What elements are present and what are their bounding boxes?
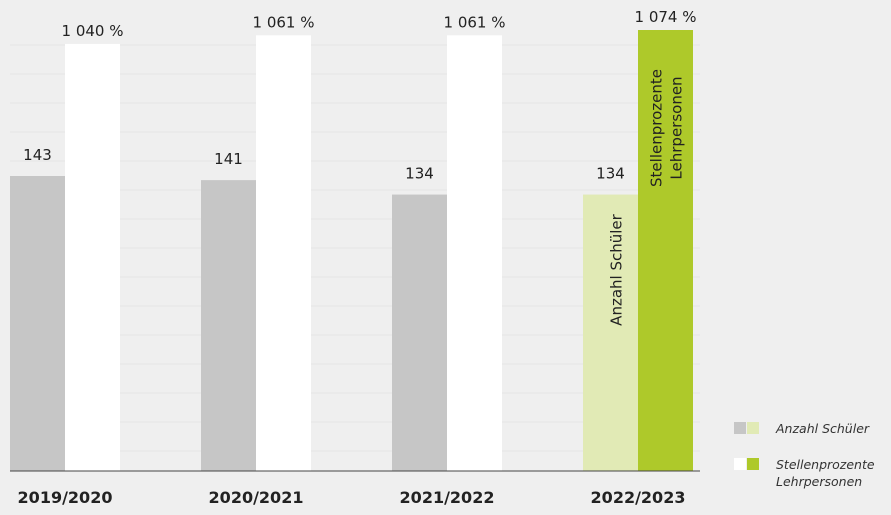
value-label-stellen-2021/2022: 1 061 % [444,13,506,31]
legend-label-stellen-line2: Lehrpersonen [776,474,863,489]
value-labels-group: 143 1 040 % 141 1 061 % 134 1 061 % 134 1 074 % [23,8,696,183]
value-label-stellen-2022/2023: 1 074 % [635,8,697,26]
legend-swatch-white [734,458,746,470]
bar-inner-label-schueler: Anzahl Schüler [608,213,626,325]
category-label-2020/2021: 2020/2021 [209,488,304,507]
legend-swatch-grey [734,422,746,434]
legend-item-stellen: Stellenprozente Lehrpersonen [734,456,891,492]
value-label-schueler-2022/2023: 134 [596,165,625,183]
legend-label-stellen: Stellenprozente Lehrpersonen [776,456,875,490]
bars-group [10,30,693,472]
bar-stellenprozente-2020/2021 [256,35,311,472]
legend-label-schueler: Anzahl Schüler [776,421,870,436]
legend-label-stellen-line1: Stellenprozente [776,457,875,472]
bar-schueler-2020/2021 [201,180,256,472]
bar-inner-label-lehrpersonen: Lehrpersonen [668,76,686,179]
legend-item-schueler: Anzahl Schüler [734,420,891,456]
bar-stellenprozente-2019/2020 [65,43,120,471]
value-label-schueler-2020/2021: 141 [214,150,243,168]
value-label-schueler-2019/2020: 143 [23,146,52,164]
bar-schueler-2021/2022 [392,194,447,471]
value-label-schueler-2021/2022: 134 [405,165,434,183]
legend: Anzahl Schüler Stellenprozente Lehrperso… [734,420,891,492]
category-label-2021/2022: 2021/2022 [400,488,495,507]
legend-swatch-green [747,458,759,470]
value-label-stellen-2019/2020: 1 040 % [62,22,124,40]
bar-schueler-2022/2023 [583,194,638,471]
bar-schueler-2019/2020 [10,176,65,471]
legend-swatch-lightgreen [747,422,759,434]
bar-inner-label-stellen: Stellenprozente [648,69,666,187]
category-labels-group: 2019/2020 2020/2021 2021/2022 2022/2023 [18,488,686,507]
category-label-2022/2023: 2022/2023 [591,488,686,507]
bar-stellenprozente-2022/2023 [638,30,693,471]
category-label-2019/2020: 2019/2020 [18,488,113,507]
bar-stellenprozente-2021/2022 [447,35,502,472]
value-label-stellen-2020/2021: 1 061 % [253,13,315,31]
